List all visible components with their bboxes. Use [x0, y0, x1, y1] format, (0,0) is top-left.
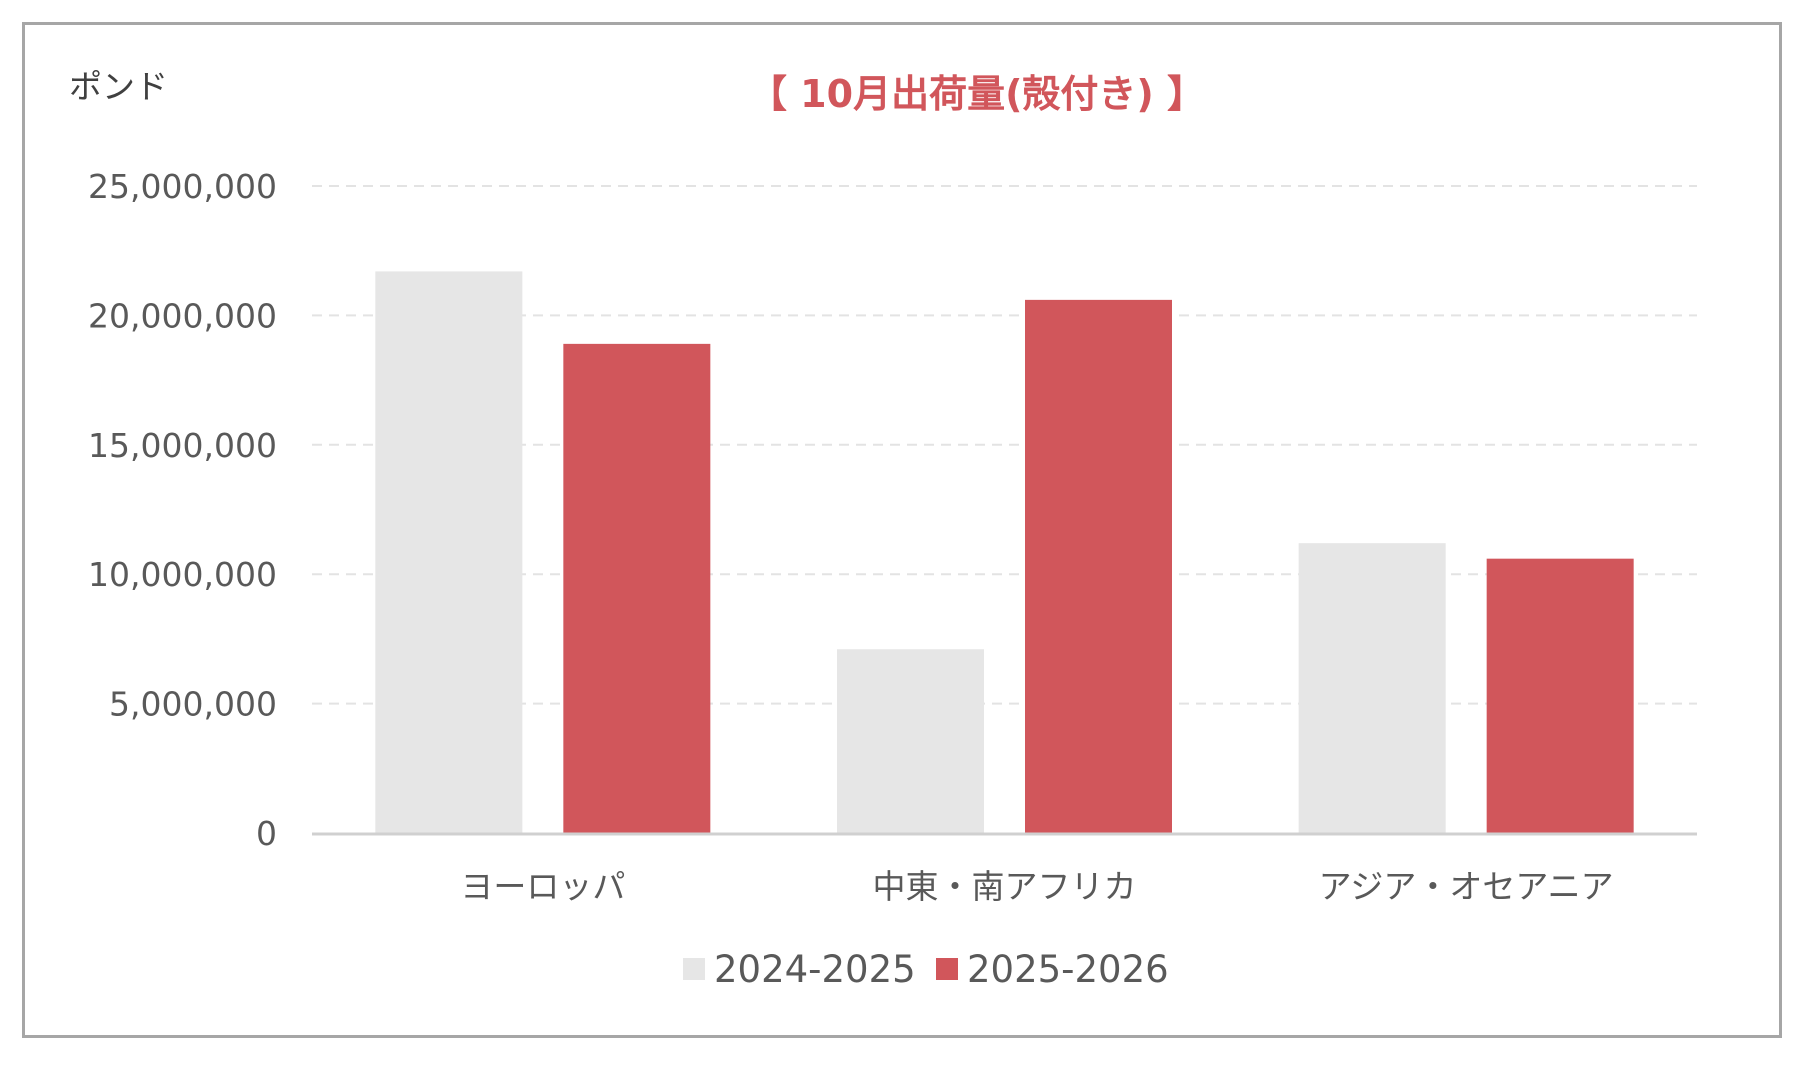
legend-label: 2024-2025	[714, 948, 916, 991]
bar	[563, 343, 711, 833]
chart-frame: ポンド 【 10月出荷量(殻付き) 】 0 5,000,000 10,000,000…	[22, 22, 1782, 1038]
y-axis-ticks: 0 5,000,000 10,000,000 15,000,000 20,000,000…	[88, 167, 277, 853]
y-tick-label: 25,000,000	[88, 167, 277, 206]
chart-title: 【 10月出荷量(殻付き) 】	[749, 72, 1205, 116]
bar	[1486, 558, 1634, 833]
x-category-label: アジア・オセアニア	[1319, 867, 1614, 906]
y-axis-unit-label: ポンド	[69, 67, 168, 106]
legend-label: 2025-2026	[967, 948, 1169, 991]
bar	[1298, 543, 1446, 833]
y-tick-label: 20,000,000	[88, 296, 277, 335]
x-category-label: ヨーロッパ	[460, 867, 625, 906]
gridlines	[312, 185, 1697, 705]
category-labels: ヨーロッパ 中東・南アフリカ アジア・オセアニア	[460, 867, 1613, 906]
x-category-label: 中東・南アフリカ	[873, 867, 1137, 906]
legend-swatch	[683, 958, 705, 980]
legend-swatch	[936, 958, 958, 980]
bar	[837, 649, 984, 833]
bar	[1025, 299, 1172, 833]
y-tick-label: 5,000,000	[109, 685, 277, 724]
bars	[375, 271, 1634, 833]
y-tick-label: 10,000,000	[88, 555, 277, 594]
bar	[375, 271, 523, 833]
y-tick-label: 0	[256, 814, 277, 853]
y-tick-label: 15,000,000	[88, 426, 277, 465]
bar-chart: ポンド 【 10月出荷量(殻付き) 】 0 5,000,000 10,000,000…	[69, 67, 1697, 991]
legend: 2024-2025 2025-2026	[683, 948, 1169, 991]
